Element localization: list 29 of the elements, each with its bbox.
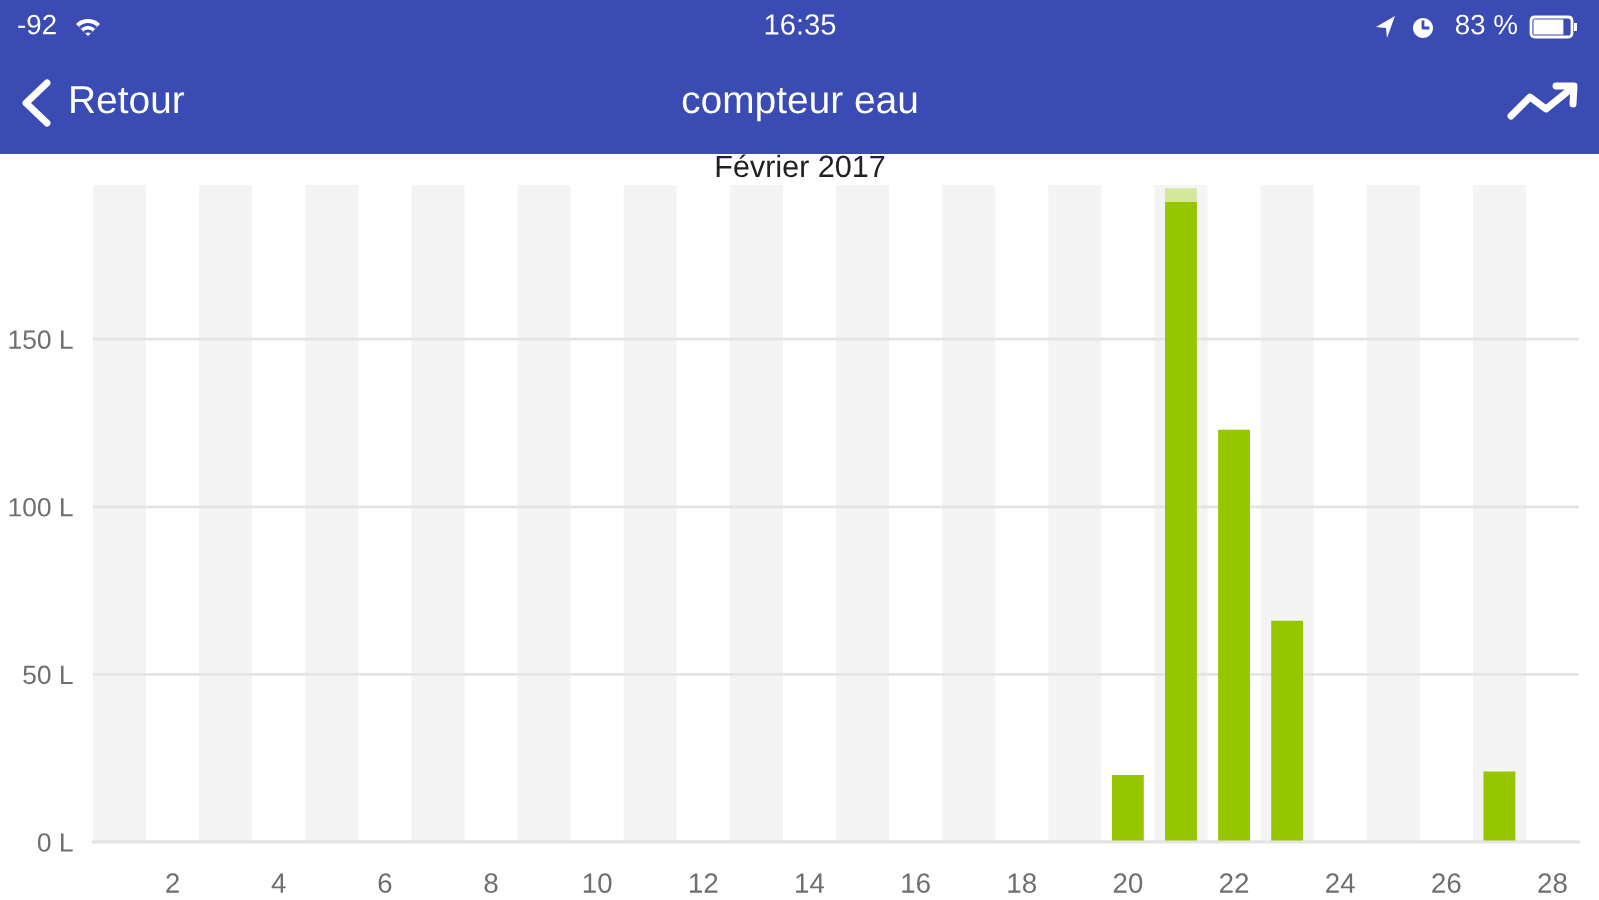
text: -92 (18, 14, 56, 35)
x-tick-label: 2 (166, 873, 179, 893)
x-tick-label: 4 (271, 873, 286, 893)
y-tick-label: 0 L (37, 833, 73, 852)
y-tick-label: 100 L (9, 497, 73, 517)
x-tick-label: 28 (1538, 873, 1567, 893)
x-tick-label: 14 (796, 873, 825, 893)
bar (1165, 188, 1197, 202)
x-tick-label: 18 (1008, 873, 1036, 893)
text: 83 % (1455, 14, 1518, 35)
chart-title: compteur eau (682, 87, 917, 122)
chart-subtitle: Février 2017 (716, 154, 885, 178)
x-tick-label: 6 (378, 873, 392, 893)
y-tick-label: 50 L (23, 665, 73, 685)
x-tick-label: 20 (1113, 873, 1143, 893)
x-tick-label: 12 (689, 873, 718, 893)
bar (1483, 771, 1516, 842)
x-tick-label: 26 (1432, 873, 1461, 893)
bar (1111, 774, 1144, 842)
x-tick-label: 24 (1326, 873, 1355, 893)
bar (1271, 620, 1304, 842)
y-tick-label: 150 L (9, 330, 73, 350)
x-tick-label: 16 (902, 873, 930, 893)
x-tick-label: 22 (1219, 873, 1249, 893)
x-tick-label: 8 (484, 873, 498, 893)
text: 16:35 (765, 14, 836, 35)
x-tick-label: 10 (583, 873, 612, 893)
text: Retour (71, 86, 185, 114)
bar (1218, 429, 1250, 842)
